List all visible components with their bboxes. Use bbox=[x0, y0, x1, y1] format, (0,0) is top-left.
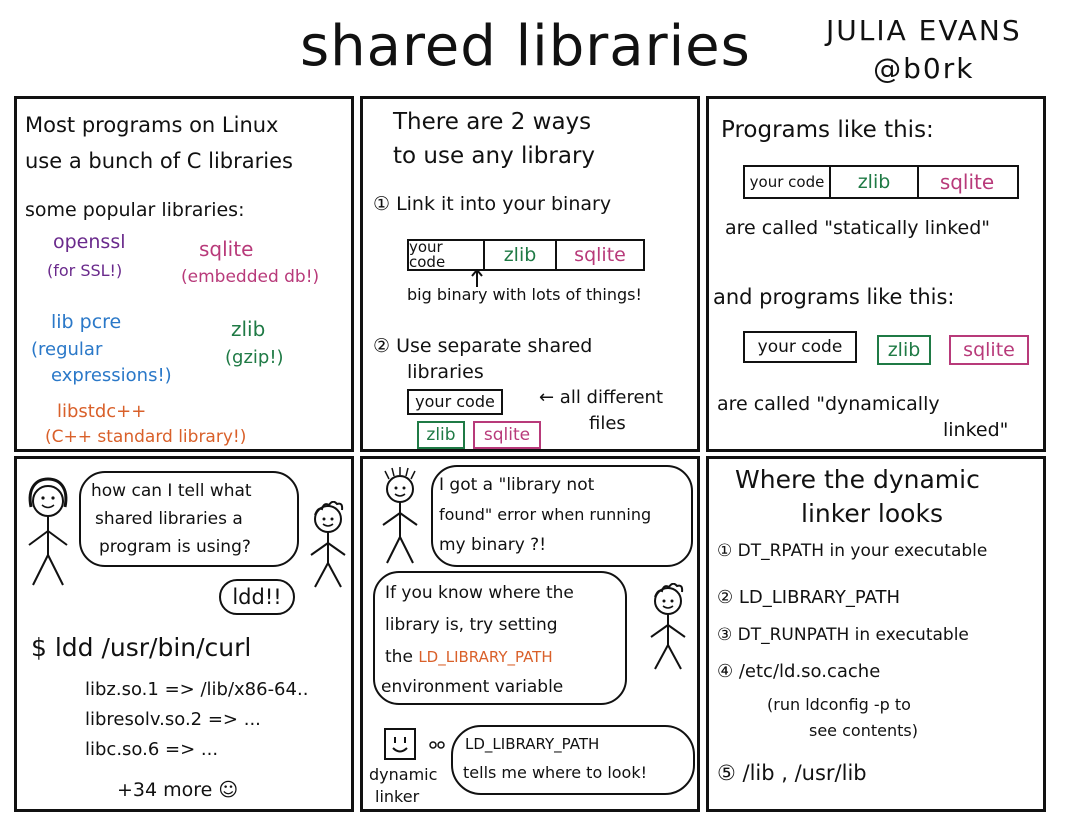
search-item-1: ① DT_RPATH in your executable bbox=[717, 541, 988, 561]
q-line3: program is using? bbox=[99, 537, 251, 557]
error-bubble: I got a "library not found" error when r… bbox=[431, 465, 693, 567]
question-bubble: how can I tell what shared libraries a p… bbox=[79, 471, 299, 567]
cell-zlib: zlib bbox=[831, 167, 919, 197]
cell-your-code: your code bbox=[409, 240, 485, 270]
tip-bubble: If you know where the library is, try se… bbox=[373, 571, 627, 705]
p6-head2: linker looks bbox=[801, 499, 943, 528]
dyn-sqlite-box: sqlite bbox=[949, 335, 1029, 365]
curly-hair-figure-icon bbox=[650, 583, 686, 670]
q-line2: shared libraries a bbox=[95, 509, 243, 529]
tip-line4: environment variable bbox=[381, 677, 564, 697]
err-line2: found" error when running bbox=[439, 505, 652, 524]
p3-static: are called "statically linked" bbox=[725, 217, 991, 239]
tip-line2: library is, try setting bbox=[385, 615, 558, 635]
stick-figure-icon bbox=[28, 477, 68, 586]
static-linked-box: your code zlib sqlite bbox=[743, 165, 1019, 199]
p1-line2: use a bunch of C libraries bbox=[25, 149, 293, 173]
ldd-output-line3: libc.so.6 => ... bbox=[85, 739, 219, 760]
cell-sqlite: sqlite bbox=[574, 243, 626, 266]
tip-line1: If you know where the bbox=[385, 583, 574, 603]
tip-line3: the LD_LIBRARY_PATH bbox=[385, 647, 553, 667]
lib-sqlite: sqlite bbox=[199, 237, 254, 261]
p2-big-binary: big binary with lots of things! bbox=[407, 285, 642, 304]
lib-openssl: openssl bbox=[53, 231, 126, 253]
p3-dynamic2: linked" bbox=[943, 419, 1009, 441]
panel-ldd: how can I tell what shared libraries a p… bbox=[14, 456, 354, 812]
ldd-output-line1: libz.so.1 => /lib/x86-64.. bbox=[85, 679, 309, 700]
p3-line1: Programs like this: bbox=[721, 117, 934, 143]
thought-dots-icon bbox=[429, 741, 445, 749]
cloud-line1: LD_LIBRARY_PATH bbox=[465, 735, 600, 753]
search-item-2: ② LD_LIBRARY_PATH bbox=[717, 587, 901, 608]
p1-line1: Most programs on Linux bbox=[25, 113, 279, 137]
lib-sqlite-note: (embedded db!) bbox=[181, 267, 320, 287]
answer-bubble: ldd!! bbox=[219, 579, 295, 615]
err-line3: my binary ?! bbox=[439, 535, 547, 555]
panel-static-vs-dynamic: Programs like this: your code zlib sqlit… bbox=[706, 96, 1046, 452]
p2-files: files bbox=[589, 413, 626, 434]
q-line1: how can I tell what bbox=[91, 481, 252, 501]
dyn-your-code-box: your code bbox=[743, 331, 857, 363]
search-item-5: ⑤ /lib , /usr/lib bbox=[717, 761, 867, 785]
ldd-command: $ ldd /usr/bin/curl bbox=[31, 633, 252, 662]
lib-zlib-note: (gzip!) bbox=[225, 347, 284, 368]
dyn-zlib-box: zlib bbox=[877, 335, 931, 365]
cloud-line2: tells me where to look! bbox=[463, 763, 648, 782]
shared-sqlite-box: sqlite bbox=[473, 421, 541, 449]
p2-line2: to use any library bbox=[393, 143, 596, 169]
panel-popular-libraries: Most programs on Linux use a bunch of C … bbox=[14, 96, 354, 452]
lib-zlib: zlib bbox=[231, 317, 266, 341]
p3-dynamic1: are called "dynamically bbox=[717, 393, 940, 415]
lib-pcre-note2: expressions!) bbox=[51, 365, 172, 386]
search-item-4: ④ /etc/ld.so.cache bbox=[717, 661, 881, 682]
cell-zlib: zlib bbox=[485, 241, 557, 269]
lib-pcre: lib pcre bbox=[51, 311, 122, 333]
static-binary-box: your code zlib sqlite bbox=[407, 239, 645, 271]
p6-head1: Where the dynamic bbox=[735, 465, 980, 494]
search-item-3: ③ DT_RUNPATH in executable bbox=[717, 625, 969, 645]
p2-way1: ① Link it into your binary bbox=[373, 193, 612, 215]
panel-library-not-found: I got a "library not found" error when r… bbox=[360, 456, 700, 812]
arrow-up-icon bbox=[471, 269, 483, 287]
search-item-4-note1: (run ldconfig -p to bbox=[767, 695, 911, 714]
author-name: JULIA EVANS bbox=[826, 14, 1022, 47]
author-handle: @b0rk bbox=[873, 52, 975, 85]
panel-linker-search-order: Where the dynamic linker looks ① DT_RPAT… bbox=[706, 456, 1046, 812]
p2-all-different: ← all different bbox=[539, 387, 664, 408]
ldd-more: +34 more ☺ bbox=[117, 779, 239, 801]
panel-two-ways: There are 2 ways to use any library ① Li… bbox=[360, 96, 700, 452]
p1-popular-heading: some popular libraries: bbox=[25, 199, 245, 221]
p2-way2b: libraries bbox=[407, 361, 484, 383]
cell-sqlite: sqlite bbox=[939, 170, 995, 194]
linker-label2: linker bbox=[375, 787, 420, 806]
cell-your-code: your code bbox=[745, 167, 831, 197]
lib-pcre-note1: (regular bbox=[31, 339, 103, 360]
ldd-output-line2: libresolv.so.2 => ... bbox=[85, 709, 261, 730]
linker-label1: dynamic bbox=[369, 765, 438, 784]
page-title: shared libraries bbox=[300, 14, 751, 79]
linker-thought-cloud: LD_LIBRARY_PATH tells me where to look! bbox=[451, 725, 695, 795]
shared-zlib-box: zlib bbox=[417, 421, 465, 449]
lib-openssl-note: (for SSL!) bbox=[47, 261, 123, 280]
err-line1: I got a "library not bbox=[439, 475, 595, 495]
p3-and-programs: and programs like this: bbox=[713, 285, 955, 309]
tip-the: the bbox=[385, 647, 413, 667]
shared-your-code-box: your code bbox=[407, 389, 503, 415]
p2-way2a: ② Use separate shared bbox=[373, 335, 593, 357]
lib-stdcpp: libstdc++ bbox=[57, 401, 147, 422]
author-block: JULIA EVANS @b0rk bbox=[826, 12, 1022, 88]
p2-line1: There are 2 ways bbox=[393, 109, 592, 135]
curly-hair-figure-icon bbox=[310, 501, 346, 588]
linker-face-icon bbox=[384, 728, 416, 760]
lib-stdcpp-note: (C++ standard library!) bbox=[45, 427, 247, 447]
spiky-hair-figure-icon bbox=[382, 467, 418, 564]
tip-ld-library-path: LD_LIBRARY_PATH bbox=[418, 648, 553, 666]
search-item-4-note2: see contents) bbox=[809, 721, 918, 740]
